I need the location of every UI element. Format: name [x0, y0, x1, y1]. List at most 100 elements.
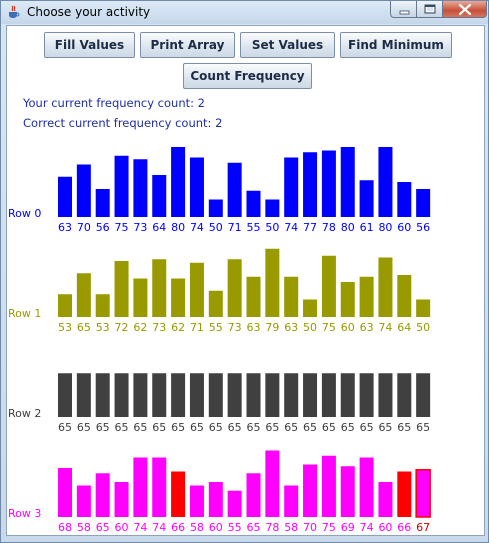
title-bar[interactable]: Choose your activity	[1, 1, 488, 24]
bar-value-label: 67	[416, 521, 430, 534]
count-frequency-button[interactable]: Count Frequency	[183, 63, 312, 89]
bar	[397, 373, 412, 417]
bar-value-label: 65	[247, 521, 261, 534]
bar-value-label: 80	[341, 221, 355, 234]
bar-value-label: 75	[322, 521, 336, 534]
bar	[416, 373, 431, 417]
bar	[76, 485, 91, 517]
window-title: Choose your activity	[27, 5, 151, 19]
bar	[171, 278, 186, 317]
bar	[321, 373, 336, 417]
bar-value-label: 72	[115, 321, 129, 334]
bar	[152, 259, 167, 317]
bar-value-label: 66	[171, 521, 185, 534]
bar	[58, 294, 72, 317]
bar-value-label: 65	[133, 421, 147, 434]
bar-value-label: 78	[265, 521, 279, 534]
close-button[interactable]	[443, 1, 487, 18]
bar-value-label: 65	[77, 421, 91, 434]
bar	[303, 152, 318, 217]
bar	[340, 373, 355, 417]
bar	[321, 255, 336, 317]
bar-value-label: 74	[152, 521, 166, 534]
bar	[95, 294, 110, 317]
bar	[284, 485, 299, 517]
bar	[340, 147, 355, 217]
bar-value-label: 65	[152, 421, 166, 434]
bar-value-label: 56	[416, 221, 430, 234]
bar	[208, 199, 223, 217]
maximize-button[interactable]	[417, 1, 443, 18]
bar	[246, 373, 261, 417]
bar	[378, 482, 393, 517]
bar-value-label: 80	[378, 221, 392, 234]
bar	[359, 180, 374, 217]
bar-value-label: 65	[190, 421, 204, 434]
bar-value-label: 65	[360, 421, 374, 434]
bar	[171, 373, 186, 417]
bar-value-label: 70	[303, 521, 317, 534]
bar	[265, 199, 280, 217]
bar	[227, 490, 242, 517]
bar-value-label: 77	[303, 221, 317, 234]
bar	[133, 457, 148, 517]
bar	[378, 257, 393, 317]
bar-value-label: 65	[247, 421, 261, 434]
bar	[133, 278, 148, 317]
bar	[378, 147, 393, 217]
bar-value-label: 74	[378, 321, 392, 334]
bar-value-label: 50	[416, 321, 430, 334]
minimize-button[interactable]	[390, 1, 417, 18]
bar-value-label: 65	[265, 421, 279, 434]
bar	[321, 150, 336, 217]
row-label: Row 1	[8, 307, 41, 320]
bar	[208, 290, 223, 317]
bar	[208, 482, 223, 517]
bar	[265, 450, 280, 517]
bar	[340, 282, 355, 317]
bar-value-label: 65	[341, 421, 355, 434]
bar	[95, 189, 110, 217]
bar	[246, 190, 261, 217]
bar	[321, 455, 336, 517]
bar-value-label: 65	[228, 421, 242, 434]
bar	[133, 159, 148, 217]
bar-value-label: 65	[397, 421, 411, 434]
bar	[171, 147, 186, 217]
bar	[246, 473, 261, 517]
fill-values-button[interactable]: Fill Values	[44, 32, 135, 58]
bar	[76, 164, 91, 217]
bar	[133, 373, 148, 417]
bar-value-label: 53	[96, 321, 110, 334]
bar	[397, 471, 412, 517]
bar	[58, 373, 72, 417]
bar-value-label: 65	[171, 421, 185, 434]
find-minimum-button[interactable]: Find Minimum	[340, 32, 452, 58]
bar-value-label: 65	[96, 521, 110, 534]
bar-value-label: 73	[133, 221, 147, 234]
bar-value-label: 60	[341, 321, 355, 334]
bar-value-label: 65	[115, 421, 129, 434]
bar	[340, 466, 355, 517]
bar	[114, 155, 129, 217]
bar	[284, 373, 299, 417]
bar	[246, 276, 261, 317]
print-array-button[interactable]: Print Array	[140, 32, 235, 58]
bar	[95, 373, 110, 417]
bar-value-label: 74	[190, 221, 204, 234]
bar	[284, 276, 299, 317]
bar	[284, 157, 299, 217]
bar	[303, 299, 318, 317]
set-values-button[interactable]: Set Values	[240, 32, 335, 58]
java-cup-icon	[9, 5, 20, 18]
maximize-icon	[424, 4, 436, 14]
bar-value-label: 65	[77, 321, 91, 334]
bar-value-label: 70	[77, 221, 91, 234]
correct-frequency-count: Correct current frequency count: 2	[23, 116, 223, 130]
bar-value-label: 79	[265, 321, 279, 334]
bar-value-label: 50	[303, 321, 317, 334]
bar-value-label: 53	[58, 321, 72, 334]
bar-value-label: 55	[247, 221, 261, 234]
